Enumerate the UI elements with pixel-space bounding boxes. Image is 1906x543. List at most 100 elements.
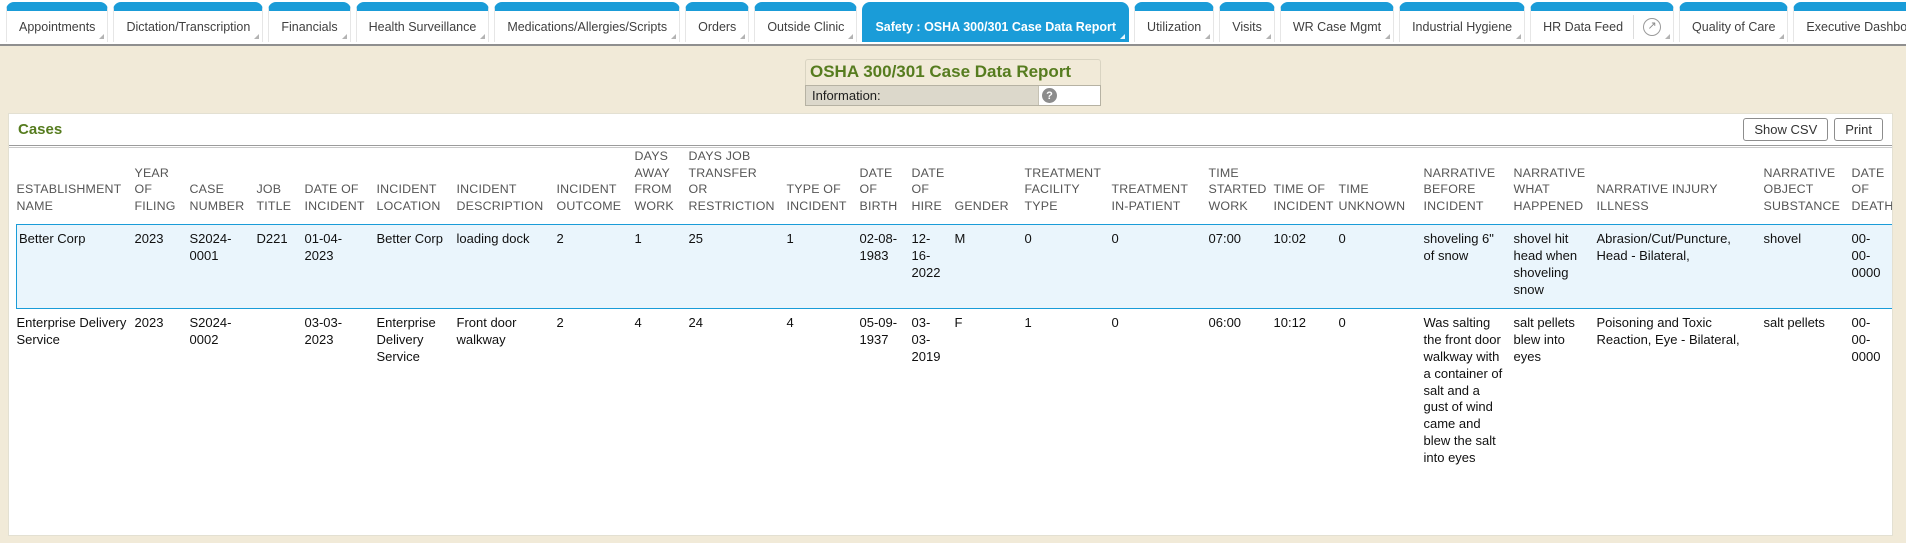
- tab-label: Utilization: [1147, 19, 1202, 34]
- table-cell: 1: [786, 223, 860, 309]
- tab[interactable]: Safety : OSHA 300/301 Case Data Report: [862, 2, 1130, 42]
- column-header[interactable]: INCIDENT DESCRIPTION: [456, 182, 544, 214]
- table-cell: 02-08-1983: [859, 223, 912, 309]
- column-header[interactable]: JOB TITLE: [256, 182, 292, 214]
- tab-label: Visits: [1232, 19, 1262, 34]
- table-cell: 1: [634, 223, 689, 309]
- column-header[interactable]: NARRATIVE WHAT HAPPENED: [1513, 165, 1586, 214]
- column-header[interactable]: YEAR OF FILING: [134, 165, 176, 214]
- table-cell: shovel hit head when shoveling snow: [1513, 223, 1597, 309]
- column-header[interactable]: TIME OF INCIDENT: [1273, 182, 1334, 214]
- column-header[interactable]: NARRATIVE BEFORE INCIDENT: [1423, 165, 1496, 214]
- tab-label: Quality of Care: [1692, 19, 1776, 34]
- table-cell: 10:12: [1273, 314, 1307, 330]
- table-cell: Better Corp: [16, 223, 135, 309]
- tab[interactable]: Financials: [268, 2, 351, 42]
- tab[interactable]: Executive Dashboard ↗: [1793, 2, 1906, 42]
- column-header[interactable]: NARRATIVE INJURY ILLNESS: [1596, 182, 1718, 214]
- tab-label: Health Surveillance: [368, 19, 477, 34]
- tab[interactable]: Health Surveillance: [355, 2, 490, 42]
- column-header[interactable]: DATE OF DEATH: [1851, 165, 1893, 214]
- cases-panel-title: Cases: [18, 121, 63, 138]
- column-header[interactable]: NARRATIVE OBJECT SUBSTANCE: [1763, 165, 1841, 214]
- tab[interactable]: Outside Clinic: [754, 2, 858, 42]
- column-header[interactable]: INCIDENT OUTCOME: [556, 182, 622, 214]
- table-cell: 4: [786, 314, 794, 330]
- tab[interactable]: Dictation/Transcription: [113, 2, 264, 42]
- show-csv-button[interactable]: Show CSV: [1743, 118, 1829, 141]
- table-row[interactable]: Enterprise Delivery Service 2023 S2024-000…: [17, 308, 1893, 472]
- divider: [9, 145, 1892, 148]
- tab[interactable]: Quality of Care: [1679, 2, 1789, 42]
- column-header[interactable]: TREATMENT FACILITY TYPE: [1024, 165, 1101, 214]
- column-header[interactable]: DATE OF BIRTH: [859, 165, 898, 214]
- table-body: Better Corp 2023 S2024-0001 D221 01-04-2023 B…: [16, 223, 1893, 472]
- table-cell: S2024-0002: [189, 314, 232, 347]
- tab-label: Safety : OSHA 300/301 Case Data Report: [875, 19, 1117, 34]
- table-cell: D221: [256, 223, 305, 309]
- tab[interactable]: Medications/Allergies/Scripts: [494, 2, 681, 42]
- column-header[interactable]: INCIDENT LOCATION: [376, 182, 441, 214]
- table-cell: shovel: [1763, 223, 1852, 309]
- corner-fold-icon: [1665, 34, 1671, 39]
- tab-label: Medications/Allergies/Scripts: [507, 19, 668, 34]
- corner-fold-icon: [1120, 34, 1126, 39]
- table-row[interactable]: Better Corp 2023 S2024-0001 D221 01-04-2023 B…: [16, 223, 1892, 309]
- information-label: Information:: [812, 88, 881, 103]
- table-cell: 03-03-2023: [304, 314, 343, 347]
- tab[interactable]: HR Data Feed ↗: [1530, 2, 1675, 42]
- help-icon[interactable]: ?: [1042, 88, 1057, 103]
- corner-fold-icon: [740, 34, 746, 39]
- corner-fold-icon: [1385, 34, 1391, 39]
- corner-fold-icon: [254, 34, 260, 39]
- column-header[interactable]: DAYS JOB TRANSFER OR RESTRICTION: [688, 149, 775, 214]
- table-cell: 0: [1111, 223, 1209, 309]
- information-value-box: ?: [1038, 86, 1100, 105]
- table-cell: shoveling 6" of snow: [1423, 223, 1514, 309]
- information-bar: Information: ?: [805, 85, 1101, 106]
- column-header[interactable]: TYPE OF INCIDENT: [786, 182, 847, 214]
- table-cell: 00-00-0000: [1851, 223, 1892, 309]
- corner-fold-icon: [341, 34, 347, 39]
- table-cell: 03-03-2019: [911, 314, 941, 364]
- cases-panel: Cases Show CSV Print ESTABLISHMENT NAME Y…: [8, 113, 1893, 536]
- corner-fold-icon: [848, 34, 854, 39]
- cases-table: ESTABLISHMENT NAME YEAR OF FILING CASE NUM…: [16, 148, 1893, 472]
- tab-label: Appointments: [19, 19, 96, 34]
- table-cell: 1: [1024, 314, 1032, 330]
- table-cell: S2024-0001: [189, 223, 257, 309]
- column-header[interactable]: ESTABLISHMENT NAME: [16, 182, 122, 214]
- column-header[interactable]: TIME UNKNOWN: [1338, 182, 1406, 214]
- table-cell: salt pellets blew into eyes: [1513, 314, 1575, 364]
- table-cell: 2: [556, 223, 635, 309]
- table-cell: salt pellets: [1763, 314, 1825, 330]
- table-cell: 01-04-2023: [304, 223, 377, 309]
- tab-label: Dictation/Transcription: [126, 19, 251, 34]
- corner-fold-icon: [1265, 34, 1271, 39]
- tab[interactable]: WR Case Mgmt: [1279, 2, 1395, 42]
- column-header[interactable]: CASE NUMBER: [189, 182, 245, 214]
- external-link-icon[interactable]: ↗: [1643, 17, 1662, 36]
- table-cell: 00-00-0000: [1851, 314, 1881, 364]
- tab[interactable]: Appointments: [6, 2, 109, 42]
- column-header[interactable]: DATE OF INCIDENT: [304, 182, 365, 214]
- tab[interactable]: Visits: [1219, 2, 1275, 42]
- column-header[interactable]: DAYS AWAY FROM WORK: [634, 149, 674, 214]
- column-header[interactable]: TREATMENT IN-PATIENT: [1111, 182, 1188, 214]
- cases-panel-header: Cases Show CSV Print: [9, 114, 1892, 145]
- tab[interactable]: Industrial Hygiene: [1399, 2, 1526, 42]
- column-header[interactable]: GENDER: [954, 199, 1009, 214]
- tab-label: Orders: [698, 19, 737, 34]
- table-cell: [257, 308, 305, 472]
- column-header[interactable]: TIME STARTED WORK: [1208, 165, 1267, 214]
- table-cell: 2: [556, 314, 564, 330]
- tab-label: WR Case Mgmt: [1292, 19, 1382, 34]
- table-cell: Was salting the front door walkway with …: [1423, 314, 1503, 466]
- corner-fold-icon: [99, 34, 105, 39]
- page-title: OSHA 300/301 Case Data Report: [805, 59, 1101, 85]
- tab[interactable]: Utilization: [1134, 2, 1215, 42]
- table-cell: Poisoning and Toxic Reaction, Eye - Bila…: [1596, 314, 1740, 347]
- print-button[interactable]: Print: [1834, 118, 1883, 141]
- column-header[interactable]: DATE OF HIRE: [911, 165, 945, 214]
- tab[interactable]: Orders: [685, 2, 750, 42]
